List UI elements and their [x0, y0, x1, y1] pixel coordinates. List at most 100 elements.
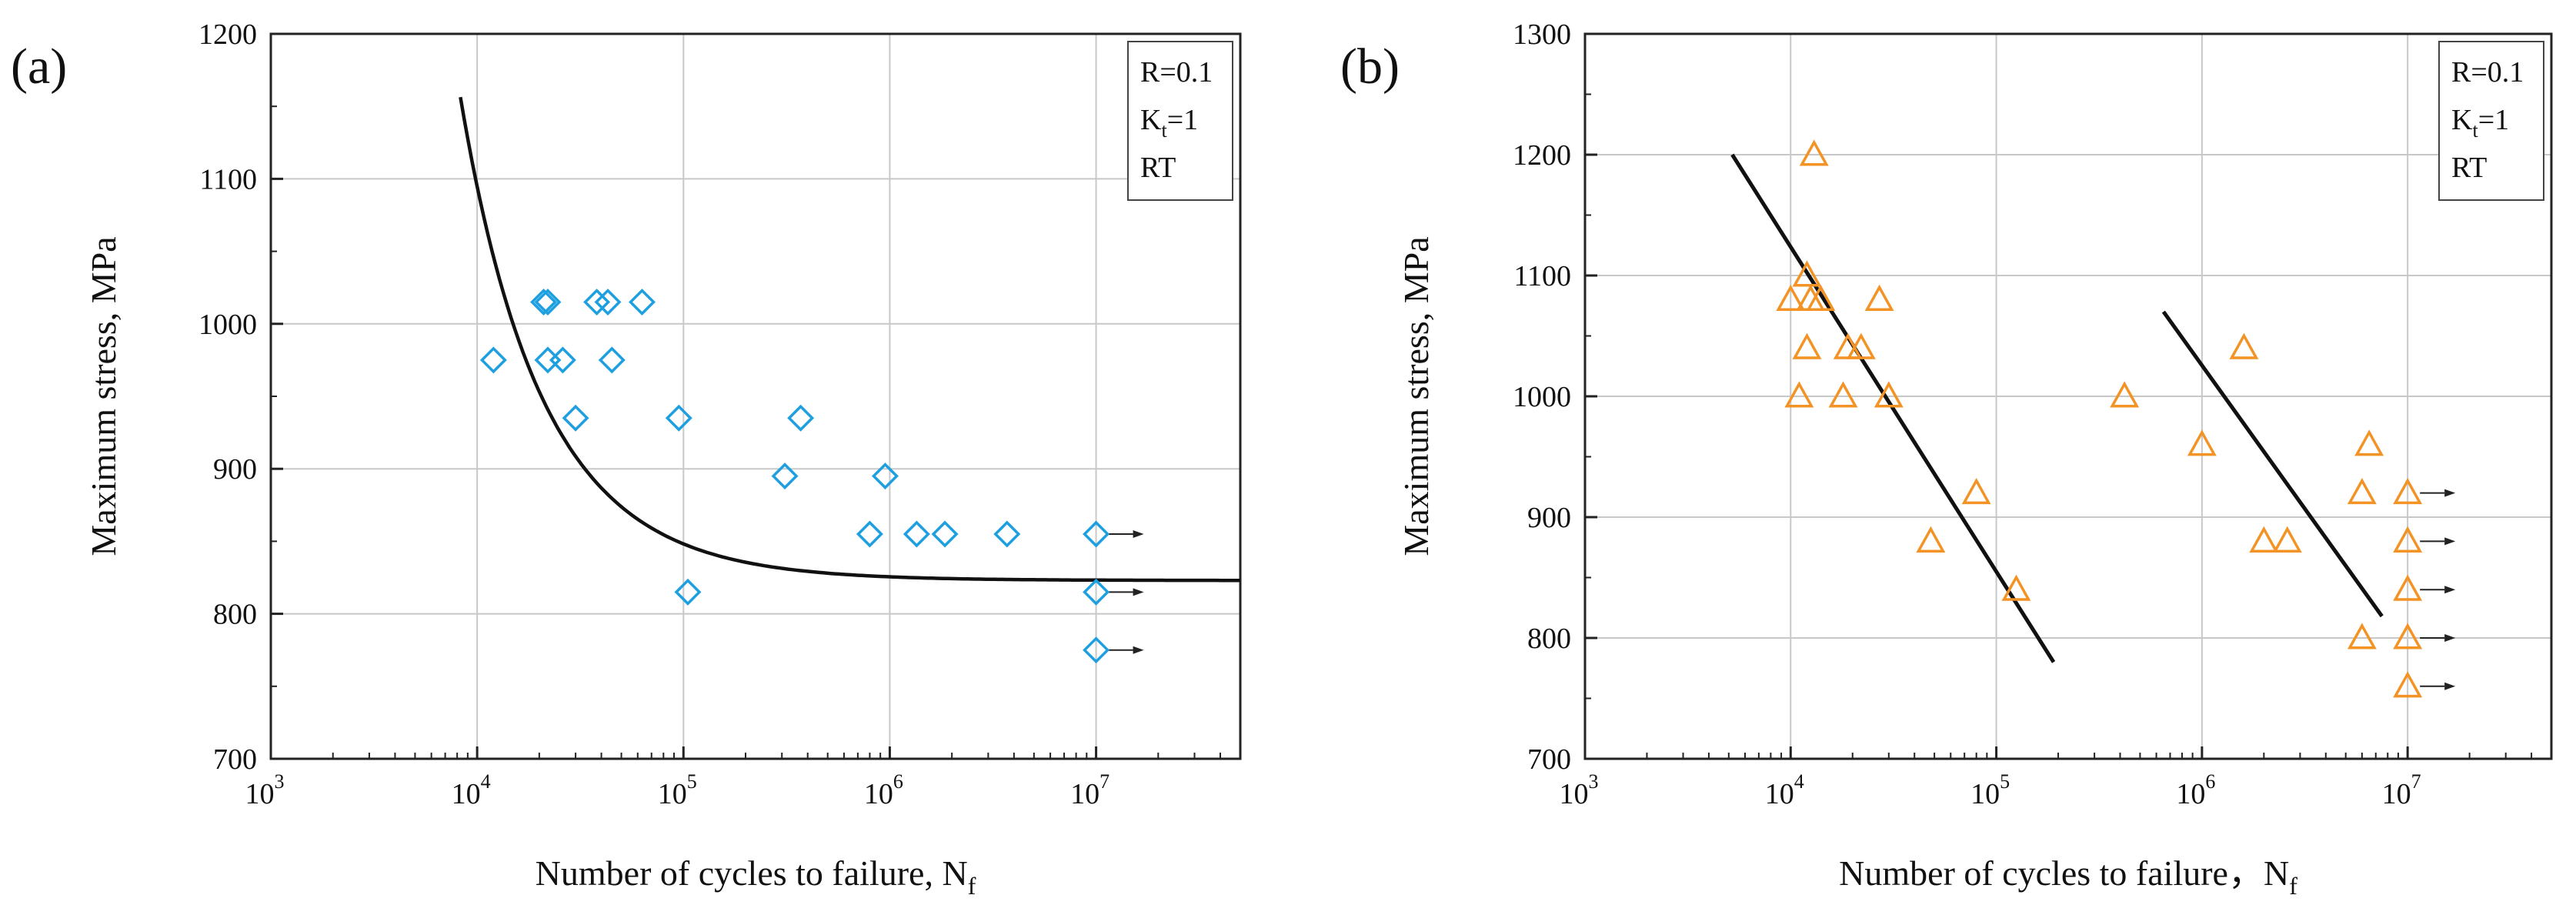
runout-arrow — [2420, 682, 2456, 690]
x-tick-base: 10 — [2382, 778, 2411, 810]
x-tick-base: 10 — [1970, 778, 2000, 810]
x-tick-power: 3 — [1589, 770, 1599, 793]
x-tick-power: 6 — [2205, 770, 2215, 793]
data-point-diamond — [665, 404, 692, 432]
x-tick-label: 106 — [2176, 770, 2215, 810]
x-tick-label: 105 — [1970, 770, 2010, 810]
legend-line: R=0.1 — [2451, 56, 2524, 88]
data-point-triangle — [2110, 381, 2140, 408]
data-point-diamond — [1083, 636, 1110, 664]
x-tick-base: 10 — [245, 778, 275, 810]
data-point-diamond — [771, 463, 799, 490]
x-tick-label: 107 — [2382, 770, 2421, 810]
runout-arrow — [2420, 537, 2456, 546]
runout-arrow — [2420, 634, 2456, 642]
chart-panel-a: 103 104 105 106 107700800900100011001200Numb… — [11, 18, 1242, 900]
y-tick-label: 700 — [213, 743, 257, 776]
data-point-triangle — [1799, 139, 1829, 166]
y-axis-title: Maximum stress, MPa — [84, 236, 123, 556]
x-axis-title-main: Number of cycles to failure, N — [536, 853, 968, 893]
x-tick-power: 6 — [893, 770, 903, 793]
data-point-triangle — [1828, 381, 1858, 408]
y-tick-label: 900 — [213, 453, 257, 486]
x-axis-title: Number of cycles to failure，Nf — [1839, 853, 2297, 900]
data-point-triangle — [2187, 429, 2217, 456]
data-point-triangle — [2393, 671, 2423, 698]
x-tick-base: 10 — [2176, 778, 2205, 810]
y-tick-label: 800 — [213, 599, 257, 631]
x-tick-label: 104 — [452, 770, 491, 810]
data-point-diamond — [1083, 520, 1110, 548]
x-tick-power: 7 — [2411, 770, 2421, 793]
x-tick-power: 5 — [687, 770, 697, 793]
fit-line — [2161, 310, 2384, 618]
x-tick-power: 4 — [1794, 770, 1804, 793]
data-point-diamond — [629, 289, 656, 316]
panel-label: (a) — [11, 38, 67, 95]
x-tick-label: 107 — [1070, 770, 1109, 810]
y-tick-label: 1100 — [1513, 260, 1571, 292]
x-tick-power: 7 — [1099, 770, 1109, 793]
x-tick-base: 10 — [452, 778, 481, 810]
data-point-triangle — [1792, 332, 1822, 359]
x-tick-power: 5 — [2000, 770, 2010, 793]
data-point-diamond — [583, 289, 611, 316]
y-tick-label: 1000 — [1513, 381, 1571, 413]
legend-line-sub: t — [2472, 119, 2478, 142]
legend-line: RT — [2451, 152, 2487, 184]
data-point-triangle — [2393, 477, 2423, 505]
data-point-triangle — [2354, 429, 2384, 456]
y-tick-label: 1300 — [1513, 18, 1571, 51]
runout-arrow — [2420, 586, 2456, 594]
data-point-triangle — [1961, 477, 1991, 505]
legend-line-tail: =1 — [2478, 104, 2509, 136]
runout-arrow — [1108, 529, 1144, 538]
x-tick-base: 10 — [658, 778, 687, 810]
y-tick-label: 1200 — [199, 18, 257, 51]
y-tick-label: 700 — [1527, 743, 1571, 776]
data-point-triangle — [1874, 381, 1904, 408]
data-point-triangle — [2393, 574, 2423, 601]
data-point-triangle — [1916, 526, 1946, 553]
data-point-triangle — [1792, 260, 1822, 287]
data-point-triangle — [1776, 284, 1806, 311]
x-tick-base: 10 — [1070, 778, 1099, 810]
x-tick-power: 4 — [481, 770, 491, 793]
data-point-diamond — [1083, 578, 1110, 606]
data-point-diamond — [562, 404, 589, 432]
y-tick-label: 800 — [1527, 623, 1571, 655]
legend-line: Kt=1 — [1140, 104, 1198, 142]
data-point-diamond — [598, 346, 626, 374]
chart-panel-b: 103 104 105 106 1077008009001000110012001300… — [1340, 18, 2553, 900]
x-tick-label: 103 — [1560, 770, 1599, 810]
legend-line-main: RT — [2451, 152, 2487, 184]
data-point-diamond — [534, 289, 562, 316]
data-point-triangle — [2347, 477, 2377, 505]
legend-line-main: R=0.1 — [1140, 56, 1213, 88]
data-point-diamond — [479, 346, 507, 374]
data-point-diamond — [787, 404, 815, 432]
y-tick-label: 1100 — [199, 163, 257, 195]
data-point-diamond — [871, 463, 899, 490]
data-point-triangle — [1864, 284, 1894, 311]
legend-line-main: K — [1140, 104, 1162, 136]
runout-arrow — [1108, 588, 1144, 596]
data-point-diamond — [594, 289, 622, 316]
data-point-diamond — [993, 520, 1021, 548]
legend-line-main: K — [2451, 104, 2473, 136]
runout-arrow — [2420, 489, 2456, 497]
legend-line-main: R=0.1 — [2451, 56, 2524, 88]
runout-arrow — [1108, 646, 1144, 654]
data-point-triangle — [2272, 526, 2302, 553]
data-point-diamond — [549, 346, 576, 374]
legend-line: R=0.1 — [1140, 56, 1213, 88]
x-axis-title: Number of cycles to failure, Nf — [536, 853, 976, 900]
x-tick-label: 104 — [1765, 770, 1804, 810]
data-point-triangle — [2393, 623, 2423, 650]
panel-label: (b) — [1340, 38, 1400, 95]
data-point-triangle — [1846, 332, 1876, 359]
x-tick-base: 10 — [1560, 778, 1589, 810]
data-point-triangle — [2229, 332, 2259, 359]
